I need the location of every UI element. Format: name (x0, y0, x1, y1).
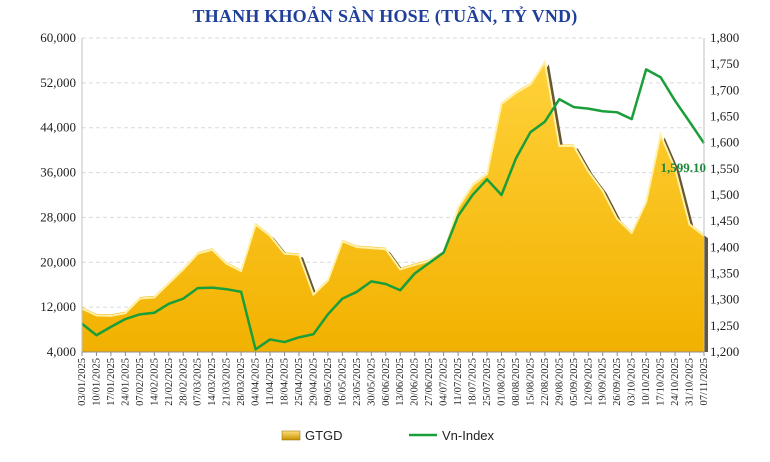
y-right-tick-label: 1,350 (710, 266, 739, 281)
y-right-tick-label: 1,300 (710, 292, 739, 307)
x-tick-label: 07/02/2025 (135, 358, 146, 406)
y-right-tick-label: 1,750 (710, 56, 739, 71)
x-tick-label: 03/10/2025 (627, 358, 638, 406)
x-tick-label: 22/08/2025 (540, 358, 551, 406)
x-tick-label: 24/01/2025 (120, 358, 131, 406)
x-tick-label: 14/02/2025 (149, 358, 160, 406)
gtgd-area-highlight (81, 59, 705, 317)
y-right-tick-label: 1,800 (710, 30, 739, 45)
annotation-layer: 1,599.10 (661, 160, 707, 175)
y-right-tick-label: 1,600 (710, 135, 739, 150)
y-left-tick-label: 4,000 (47, 344, 76, 359)
legend: GTGD Vn-Index (281, 428, 495, 443)
y-right-tick-label: 1,450 (710, 213, 739, 228)
y-left-tick-label: 12,000 (40, 299, 76, 314)
legend-swatch-gtgd (281, 430, 301, 441)
x-tick-label: 08/08/2025 (511, 358, 522, 406)
y-left-tick-label: 36,000 (40, 165, 76, 180)
y-right-tick-label: 1,650 (710, 109, 739, 124)
x-tick-label: 27/06/2025 (424, 358, 435, 406)
x-tick-label: 24/10/2025 (670, 358, 681, 406)
y-right-tick-label: 1,250 (710, 318, 739, 333)
x-tick-label: 21/02/2025 (164, 358, 175, 406)
x-tick-label: 16/05/2025 (337, 358, 348, 406)
x-tick-label: 11/04/2025 (265, 358, 276, 405)
legend-label-gtgd: GTGD (305, 428, 343, 443)
y-right-tick-label: 1,200 (710, 344, 739, 359)
x-tick-label: 31/10/2025 (685, 358, 696, 406)
x-tick-label: 29/04/2025 (308, 358, 319, 406)
x-tick-label: 25/07/2025 (482, 358, 493, 406)
y-left-tick-label: 20,000 (40, 254, 76, 269)
x-tick-label: 21/03/2025 (222, 358, 233, 406)
x-tick-label: 10/10/2025 (641, 358, 652, 406)
x-tick-label: 23/05/2025 (352, 358, 363, 406)
x-tick-label: 04/04/2025 (251, 358, 262, 406)
x-tick-label: 29/08/2025 (554, 358, 565, 406)
x-tick-label: 18/07/2025 (468, 358, 479, 406)
y-right-tick-label: 1,550 (710, 161, 739, 176)
vnindex-line (81, 68, 706, 351)
x-tick-label: 19/09/2025 (598, 358, 609, 406)
y-left-tick-label: 60,000 (40, 30, 76, 45)
x-tick-label: 28/03/2025 (236, 358, 247, 406)
x-tick-label: 18/04/2025 (280, 358, 291, 406)
x-tick-label: 05/09/2025 (569, 358, 580, 406)
legend-label-vnindex: Vn-Index (442, 428, 495, 443)
x-tick-label: 04/07/2025 (439, 358, 450, 406)
y-left-tick-label: 28,000 (40, 209, 76, 224)
x-tick-label: 11/07/2025 (453, 358, 464, 405)
x-tick-label: 13/06/2025 (395, 358, 406, 406)
x-tick-label: 12/09/2025 (583, 358, 594, 406)
x-tick-label: 10/01/2025 (91, 358, 102, 406)
y-right-tick-label: 1,400 (710, 239, 739, 254)
x-tick-label: 15/08/2025 (525, 358, 536, 406)
y-left-tick-label: 44,000 (40, 120, 76, 135)
x-tick-label: 06/06/2025 (381, 358, 392, 406)
x-tick-label: 07/03/2025 (193, 358, 204, 406)
gtgd-area-layer (81, 59, 708, 353)
x-tick-label: 03/01/2025 (77, 358, 88, 406)
vnindex-line-layer (81, 68, 706, 351)
y-axis-right: 1,200 1,250 1,300 1,350 1,400 1,450 1,500 1,550… (703, 30, 739, 359)
x-tick-label: 20/06/2025 (410, 358, 421, 406)
last-value-label: 1,599.10 (661, 160, 707, 175)
x-tick-label: 25/04/2025 (294, 358, 305, 406)
y-right-tick-label: 1,500 (710, 187, 739, 202)
x-tick-label: 28/02/2025 (178, 358, 189, 406)
x-tick-label: 07/11/2025 (699, 358, 710, 405)
x-tick-label: 30/05/2025 (366, 358, 377, 406)
x-tick-label: 14/03/2025 (207, 358, 218, 406)
chart-title: THANH KHOẢN SÀN HOSE (TUẦN, TỶ VND) (192, 6, 578, 26)
x-tick-label: 17/10/2025 (656, 358, 667, 406)
x-tick-label: 26/09/2025 (612, 358, 623, 406)
x-axis: 03/01/2025 10/01/2025 17/01/2025 24/01/2025… (77, 351, 710, 406)
y-right-tick-label: 1,700 (710, 82, 739, 97)
x-tick-label: 09/05/2025 (323, 358, 334, 406)
gtgd-area (82, 60, 704, 353)
x-tick-label: 17/01/2025 (106, 358, 117, 406)
y-left-tick-label: 52,000 (40, 75, 76, 90)
x-tick-label: 01/08/2025 (496, 358, 507, 406)
y-axis-left: 4,000 12,000 20,000 28,000 36,000 44,000 52,00… (40, 30, 83, 359)
